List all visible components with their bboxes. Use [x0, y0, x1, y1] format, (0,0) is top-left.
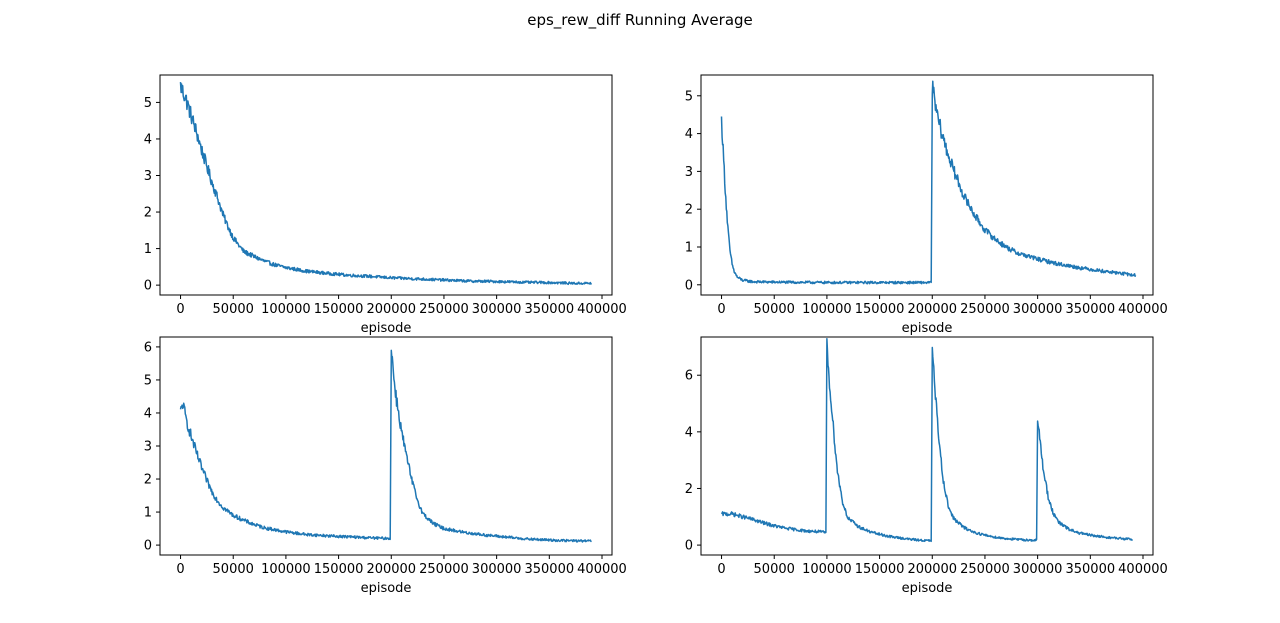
x-tick-label: 150000 — [314, 302, 364, 317]
y-tick-label: 0 — [144, 539, 152, 554]
figure-title: eps_rew_diff Running Average — [527, 11, 753, 30]
y-tick-label: 0 — [685, 539, 693, 554]
x-tick-label: 250000 — [960, 562, 1010, 577]
y-tick-label: 5 — [144, 373, 152, 388]
y-tick-label: 4 — [685, 425, 693, 440]
x-tick-label: 150000 — [314, 562, 364, 577]
x-tick-label: 400000 — [1118, 302, 1168, 317]
x-axis-label: episode — [361, 581, 412, 596]
x-tick-label: 200000 — [366, 302, 416, 317]
x-tick-label: 200000 — [366, 562, 416, 577]
y-tick-label: 6 — [685, 369, 693, 384]
x-tick-label: 300000 — [1013, 302, 1063, 317]
y-tick-label: 5 — [685, 89, 693, 104]
x-tick-label: 250000 — [960, 302, 1010, 317]
x-tick-label: 50000 — [754, 562, 795, 577]
x-tick-label: 100000 — [261, 562, 311, 577]
subplot-4: 0 50000 100000 150000 200000 250000 300000 3500… — [685, 336, 1168, 596]
x-tick-label: 0 — [717, 562, 725, 577]
x-tick-label: 100000 — [802, 302, 852, 317]
y-tick-label: 0 — [685, 278, 693, 293]
x-tick-label: 150000 — [855, 562, 905, 577]
axes-frame — [159, 74, 613, 296]
x-tick-label: 200000 — [907, 302, 957, 317]
subplot-2: 0 50000 100000 150000 200000 250000 300000 3500… — [685, 74, 1168, 336]
x-tick-label: 350000 — [524, 302, 574, 317]
y-tick-label: 2 — [144, 206, 152, 221]
y-tick-label: 4 — [144, 406, 152, 421]
y-tick-label: 6 — [144, 340, 152, 355]
y-tick-label: 1 — [144, 242, 152, 257]
subplots: 0 50000 100000 150000 200000 250000 300000 3500… — [144, 74, 1168, 596]
subplot-1: 0 50000 100000 150000 200000 250000 300000 3500… — [144, 74, 627, 336]
y-tick-label: 0 — [144, 279, 152, 294]
series-line — [179, 349, 592, 543]
x-tick-label: 50000 — [754, 302, 795, 317]
x-tick-label: 100000 — [261, 302, 311, 317]
x-tick-label: 50000 — [213, 302, 254, 317]
x-tick-label: 250000 — [419, 302, 469, 317]
x-tick-label: 0 — [717, 302, 725, 317]
y-tick-label: 1 — [685, 240, 693, 255]
x-tick-label: 300000 — [1013, 562, 1063, 577]
x-tick-label: 400000 — [577, 562, 627, 577]
y-tick-label: 4 — [144, 132, 152, 147]
x-tick-label: 350000 — [1065, 302, 1115, 317]
x-tick-label: 350000 — [524, 562, 574, 577]
series-line — [720, 80, 1137, 285]
x-tick-label: 0 — [176, 562, 184, 577]
series-line — [720, 338, 1134, 543]
y-tick-label: 2 — [685, 482, 693, 497]
x-tick-label: 400000 — [577, 302, 627, 317]
y-tick-label: 2 — [144, 473, 152, 488]
axes-frame — [159, 336, 613, 556]
x-tick-label: 0 — [176, 302, 184, 317]
y-tick-label: 4 — [685, 127, 693, 142]
x-axis-label: episode — [902, 321, 953, 336]
x-tick-label: 250000 — [419, 562, 469, 577]
x-tick-label: 100000 — [802, 562, 852, 577]
y-tick-label: 3 — [685, 165, 693, 180]
y-tick-label: 3 — [144, 440, 152, 455]
x-tick-label: 300000 — [472, 302, 522, 317]
axes-frame — [700, 336, 1154, 556]
x-axis-label: episode — [902, 581, 953, 596]
series-line — [179, 82, 593, 286]
x-tick-label: 400000 — [1118, 562, 1168, 577]
axes-frame — [700, 74, 1154, 296]
y-tick-label: 2 — [685, 203, 693, 218]
x-tick-label: 50000 — [213, 562, 254, 577]
subplot-3: 0 50000 100000 150000 200000 250000 300000 3500… — [144, 336, 627, 596]
x-tick-label: 300000 — [472, 562, 522, 577]
x-tick-label: 350000 — [1065, 562, 1115, 577]
x-axis-label: episode — [361, 321, 412, 336]
x-tick-label: 150000 — [855, 302, 905, 317]
y-tick-label: 1 — [144, 506, 152, 521]
x-tick-label: 200000 — [907, 562, 957, 577]
y-tick-label: 3 — [144, 169, 152, 184]
y-tick-label: 5 — [144, 96, 152, 111]
